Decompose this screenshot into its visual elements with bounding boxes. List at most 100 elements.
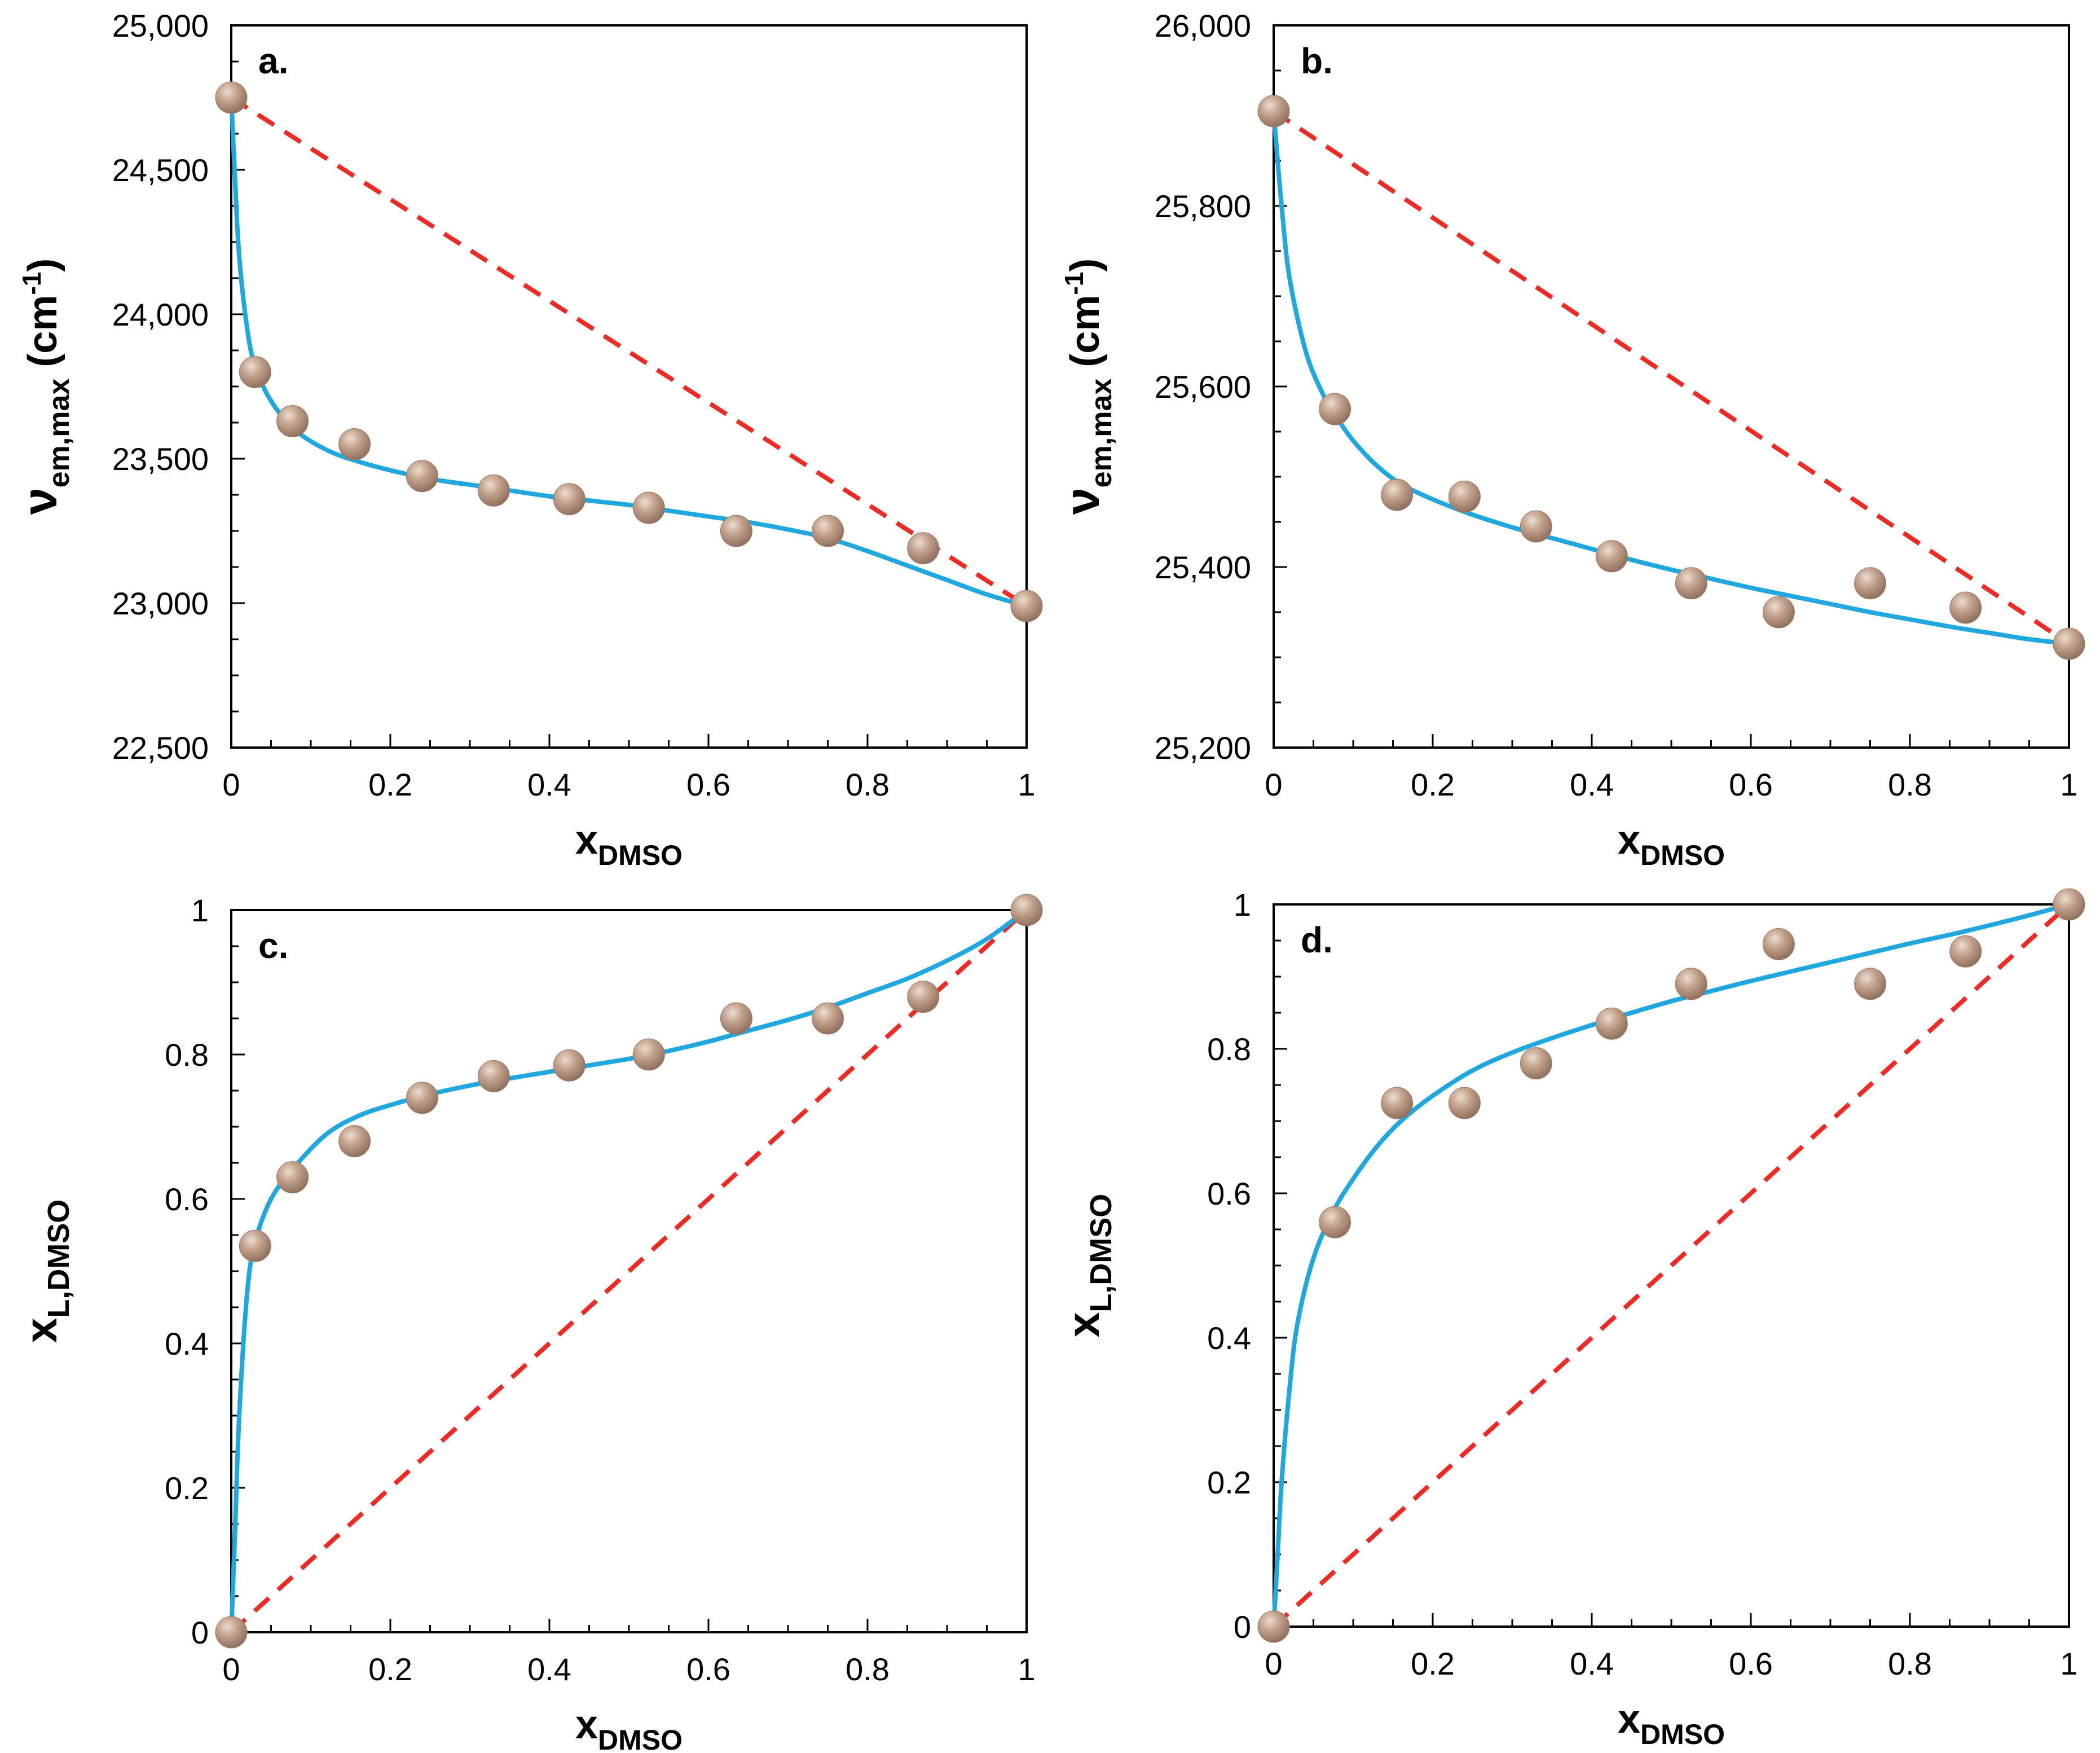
y-tick-label: 0 <box>191 1615 209 1650</box>
data-point <box>1010 590 1043 622</box>
data-point <box>1762 596 1795 629</box>
x-tick-label: 0 <box>222 1651 240 1687</box>
y-tick-label: 26,000 <box>1155 8 1251 43</box>
y-tick-label: 0.2 <box>1207 1465 1251 1500</box>
x-tick-label: 0.2 <box>368 767 412 802</box>
y-tick-label: 0.8 <box>165 1037 209 1073</box>
data-point <box>1520 510 1552 543</box>
data-point <box>477 474 510 507</box>
data-point <box>1854 968 1886 1000</box>
x-tick-label: 0 <box>1265 767 1282 802</box>
plot-frame <box>230 24 1028 749</box>
data-point <box>1257 1610 1290 1643</box>
ideal-mixing-line <box>1272 903 2071 1628</box>
x-tick-label: 1 <box>2060 767 2077 802</box>
y-tick-label: 1 <box>1234 887 1251 922</box>
x-tick-label: 0.6 <box>1729 1646 1773 1681</box>
data-point <box>276 1161 309 1194</box>
y-axis-title: xL,DMSO <box>1058 1194 1118 1338</box>
y-tick-label: 0.4 <box>1207 1320 1251 1356</box>
ideal-mixing-line <box>230 95 1028 608</box>
x-tick-label: 0 <box>1265 1646 1282 1681</box>
y-axis-title: νem,max (cm-1) <box>1055 258 1118 515</box>
panel-label: b. <box>1301 41 1333 81</box>
ideal-mixing-line <box>1272 109 2071 646</box>
y-tick-label: 0.8 <box>1207 1031 1251 1067</box>
data-point <box>720 515 752 547</box>
x-tick-label: 0 <box>222 767 240 802</box>
data-point <box>1381 478 1414 511</box>
data-point <box>907 981 940 1013</box>
x-tick-label: 0.6 <box>1729 767 1773 802</box>
y-tick-label: 0 <box>1234 1609 1251 1645</box>
x-axis-title: xDMSO <box>575 1702 683 1753</box>
data-point <box>2053 888 2085 921</box>
data-point <box>632 1038 665 1071</box>
x-tick-label: 0.4 <box>527 767 571 802</box>
data-point <box>1448 1087 1481 1119</box>
data-point <box>1595 1007 1628 1040</box>
ideal-mixing-line <box>230 908 1028 1634</box>
x-tick-label: 0.8 <box>1888 767 1932 802</box>
fit-curve <box>1271 902 2070 1627</box>
x-tick-label: 0.4 <box>1570 767 1614 802</box>
x-tick-label: 0.4 <box>1570 1646 1614 1681</box>
data-point <box>720 1002 752 1035</box>
plot-frame <box>1273 24 2070 749</box>
y-tick-label: 23,500 <box>112 441 209 477</box>
data-point <box>1319 1206 1351 1238</box>
chart-panel-c: 0 0.2 0.4 0.6 0.8 1 0 0.2 0.4 0.6 0.8 1 xDMSO xL,DMSO… <box>16 893 1043 1753</box>
data-point <box>477 1060 510 1092</box>
y-tick-label: 0.6 <box>1207 1176 1251 1211</box>
y-tick-label: 0.2 <box>165 1470 209 1506</box>
x-axis-title: xDMSO <box>575 818 683 871</box>
y-tick-label: 24,000 <box>112 297 209 332</box>
fit-curve <box>1271 111 2070 646</box>
data-point <box>338 428 371 460</box>
data-point <box>2053 627 2085 660</box>
data-point <box>276 405 309 437</box>
data-point <box>907 532 940 565</box>
y-tick-label: 0.6 <box>165 1181 209 1217</box>
data-point <box>406 1082 438 1114</box>
data-point <box>1319 393 1351 425</box>
y-tick-label: 23,000 <box>112 586 209 621</box>
fit-curve <box>229 97 1028 608</box>
data-point <box>338 1125 371 1158</box>
x-tick-label: 0.8 <box>1888 1646 1932 1681</box>
y-tick-label: 25,600 <box>1155 369 1251 405</box>
panel-label: d. <box>1301 920 1333 960</box>
x-tick-label: 0.2 <box>368 1651 412 1687</box>
data-point <box>553 483 585 516</box>
data-point <box>812 515 844 547</box>
y-tick-label: 22,500 <box>112 730 209 766</box>
data-point <box>1949 591 1982 624</box>
x-tick-label: 0.8 <box>846 1651 890 1687</box>
chart-panel-a: 0 0.2 0.4 0.6 0.8 1 22,500 23,000 23,500 24,000 24… <box>13 8 1043 871</box>
x-tick-label: 0.2 <box>1411 1646 1455 1681</box>
chart-panel-d: 0 0.2 0.4 0.6 0.8 1 0 0.2 0.4 0.6 0.8 1 xDMSO xL,DMSO… <box>1058 887 2085 1750</box>
y-axis-title: νem,max (cm-1) <box>13 258 76 515</box>
x-tick-label: 1 <box>2060 1646 2077 1681</box>
y-tick-label: 1 <box>191 893 209 928</box>
data-point <box>1949 935 1982 968</box>
data-point <box>1448 480 1481 513</box>
y-tick-label: 25,200 <box>1155 730 1251 766</box>
data-point <box>1520 1047 1552 1080</box>
data-point <box>215 1616 248 1649</box>
data-point <box>1257 95 1290 128</box>
chart-panel-b: 0 0.2 0.4 0.6 0.8 1 25,200 25,400 25,600 25,800 26… <box>1055 8 2085 871</box>
data-point <box>632 491 665 524</box>
data-point <box>239 355 271 388</box>
y-tick-label: 25,000 <box>112 8 209 43</box>
data-point <box>215 81 248 114</box>
data-point <box>1675 567 1707 600</box>
x-tick-label: 0.8 <box>846 767 890 802</box>
panel-label: a. <box>258 41 288 81</box>
y-tick-label: 24,500 <box>112 152 209 188</box>
x-tick-label: 1 <box>1018 1651 1035 1687</box>
y-tick-label: 0.4 <box>165 1326 209 1361</box>
data-point <box>553 1049 585 1082</box>
x-tick-label: 0.4 <box>527 1651 571 1687</box>
